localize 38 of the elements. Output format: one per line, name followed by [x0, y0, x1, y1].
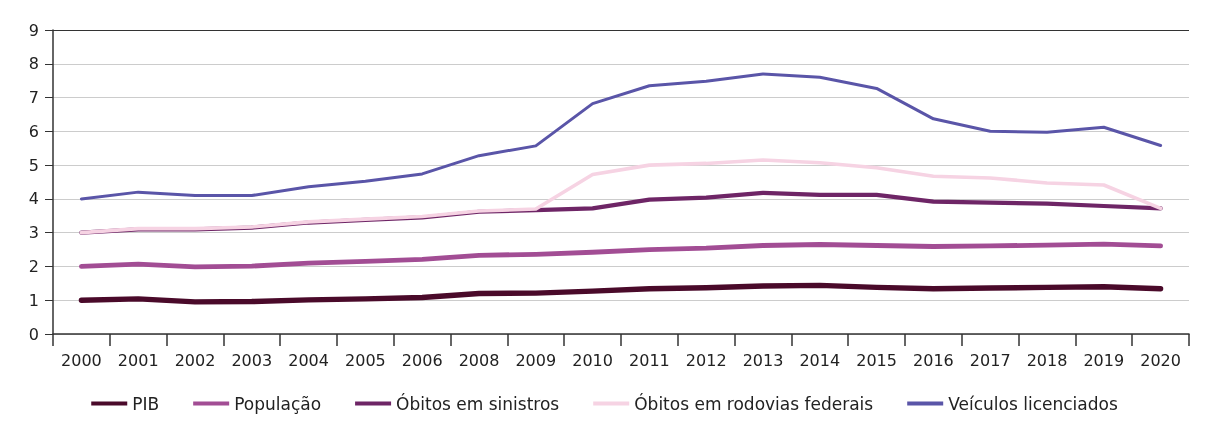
y-tick-label: 6: [28, 121, 39, 141]
x-tick-label: 2017: [969, 350, 1011, 370]
line-series: [79, 241, 1163, 270]
y-tick-label: 9: [28, 20, 39, 40]
legend-label: Óbitos em rodovias federais: [634, 392, 874, 414]
x-tick-label: 2012: [685, 350, 727, 370]
y-tick-label: 4: [28, 189, 39, 209]
x-tick-label: 2003: [231, 350, 273, 370]
y-tick-label: 0: [28, 324, 39, 344]
y-tick-label: 7: [28, 88, 39, 108]
x-tick-label: 2000: [61, 350, 102, 370]
x-tick-label: 2004: [288, 350, 329, 370]
x-tick-label: 2020: [1140, 350, 1181, 370]
x-tick-label: 2002: [174, 350, 216, 370]
y-tick-label: 5: [28, 155, 39, 175]
y-tick-label: 8: [28, 54, 39, 74]
x-tick-label: 2011: [629, 350, 670, 370]
legend-label: População: [234, 393, 322, 414]
x-tick-label: 2016: [913, 350, 954, 370]
y-tick-label: 3: [28, 223, 39, 243]
x-tick-label: 2008: [458, 350, 500, 370]
x-tick-label: 2015: [856, 350, 897, 370]
x-tick-label: 2018: [1026, 350, 1068, 370]
x-tick-label: 2001: [117, 350, 159, 370]
line-series: [79, 158, 1163, 235]
x-tick-label: 2019: [1083, 350, 1125, 370]
line-series: [79, 72, 1163, 201]
legend-label: Veículos licenciados: [948, 393, 1118, 414]
y-tick-label: 2: [28, 256, 39, 276]
legend-label: PIB: [132, 393, 160, 414]
x-tick-label: 2010: [572, 350, 613, 370]
y-tick-label: 1: [28, 290, 39, 310]
x-tick-label: 2006: [401, 350, 443, 370]
x-tick-label: 2009: [515, 350, 557, 370]
x-tick-label: 2014: [799, 350, 841, 370]
legend-label: Óbitos em sinistros: [396, 392, 560, 414]
x-tick-label: 2013: [742, 350, 784, 370]
x-tick-label: 2005: [345, 350, 386, 370]
